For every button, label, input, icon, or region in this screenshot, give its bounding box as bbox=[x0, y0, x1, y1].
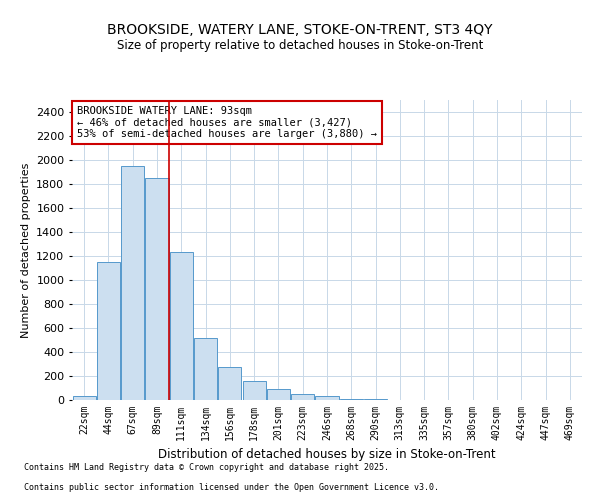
Bar bbox=[145, 178, 169, 400]
Text: Contains HM Land Registry data © Crown copyright and database right 2025.: Contains HM Land Registry data © Crown c… bbox=[24, 464, 389, 472]
Bar bbox=[194, 338, 217, 400]
Text: Size of property relative to detached houses in Stoke-on-Trent: Size of property relative to detached ho… bbox=[117, 40, 483, 52]
Bar bbox=[267, 389, 290, 400]
Text: BROOKSIDE WATERY LANE: 93sqm
← 46% of detached houses are smaller (3,427)
53% of: BROOKSIDE WATERY LANE: 93sqm ← 46% of de… bbox=[77, 106, 377, 139]
Bar bbox=[73, 396, 95, 400]
Bar bbox=[170, 252, 193, 400]
Text: BROOKSIDE, WATERY LANE, STOKE-ON-TRENT, ST3 4QY: BROOKSIDE, WATERY LANE, STOKE-ON-TRENT, … bbox=[107, 24, 493, 38]
X-axis label: Distribution of detached houses by size in Stoke-on-Trent: Distribution of detached houses by size … bbox=[158, 448, 496, 462]
Bar bbox=[97, 262, 120, 400]
Bar bbox=[316, 396, 338, 400]
Bar bbox=[340, 399, 363, 400]
Bar bbox=[242, 382, 266, 400]
Y-axis label: Number of detached properties: Number of detached properties bbox=[20, 162, 31, 338]
Text: Contains public sector information licensed under the Open Government Licence v3: Contains public sector information licen… bbox=[24, 484, 439, 492]
Bar bbox=[121, 166, 144, 400]
Bar bbox=[291, 394, 314, 400]
Bar bbox=[218, 367, 241, 400]
